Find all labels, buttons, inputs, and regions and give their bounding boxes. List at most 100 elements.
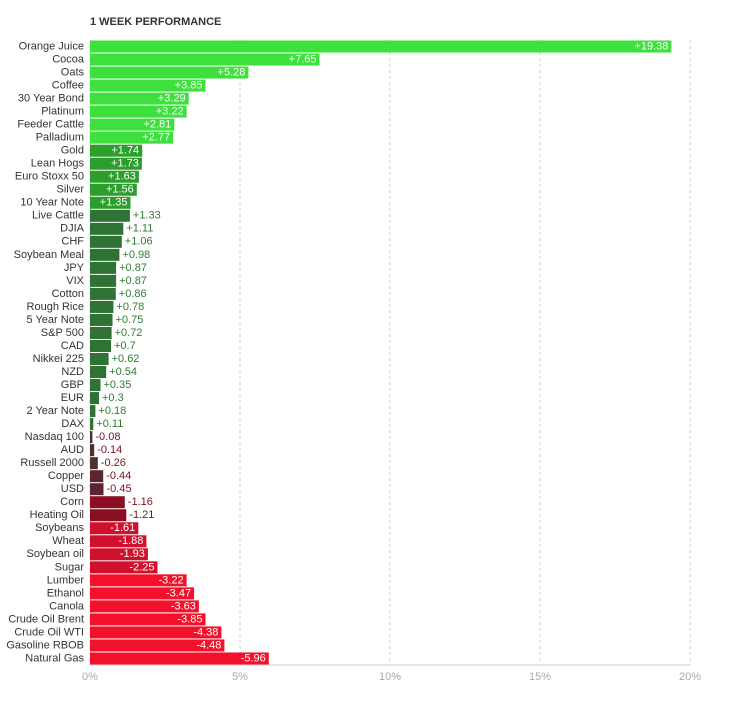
y-tick-label: GBP	[61, 379, 84, 391]
y-tick-label: Platinum	[41, 106, 84, 118]
y-tick-label: Cotton	[52, 288, 84, 300]
value-label: -1.88	[118, 535, 143, 547]
bar	[90, 105, 187, 118]
y-tick-label: Canola	[49, 600, 85, 612]
y-tick-label: 5 Year Note	[27, 314, 85, 326]
bar	[90, 144, 143, 157]
y-tick-label: NZD	[61, 366, 84, 378]
value-label: +3.22	[156, 106, 184, 118]
y-tick-label: 30 Year Bond	[18, 93, 84, 105]
x-tick-label: 20%	[679, 671, 701, 683]
value-label: -3.22	[159, 574, 184, 586]
y-tick-label: Crude Oil WTI	[14, 626, 84, 638]
bar	[90, 170, 139, 183]
bar	[90, 444, 95, 457]
y-tick-label: Soybean Meal	[14, 249, 84, 261]
bar	[90, 366, 107, 379]
value-label: -0.26	[101, 457, 126, 469]
bar	[90, 353, 109, 366]
y-tick-label: VIX	[66, 275, 84, 287]
y-tick-label: Heating Oil	[30, 509, 84, 521]
value-label: +0.78	[116, 301, 144, 313]
bar	[90, 196, 131, 209]
bar	[90, 131, 174, 144]
bar	[90, 470, 104, 483]
value-label: +1.73	[111, 158, 139, 170]
bar	[90, 66, 249, 79]
value-label: +3.29	[158, 93, 186, 105]
bar	[90, 92, 189, 105]
y-tick-label: Rough Rice	[27, 301, 84, 313]
value-label: -0.08	[95, 431, 120, 443]
bar	[90, 652, 269, 665]
y-tick-label: CHF	[61, 236, 84, 248]
bar	[90, 600, 199, 613]
y-tick-label: Gold	[61, 145, 84, 157]
x-tick-label: 10%	[379, 671, 401, 683]
value-label: +1.56	[106, 184, 134, 196]
x-tick-label: 0%	[82, 671, 98, 683]
bar	[90, 392, 99, 405]
y-tick-label: S&P 500	[41, 327, 84, 339]
y-tick-label: CAD	[61, 340, 84, 352]
value-label: -4.48	[196, 639, 221, 651]
y-tick-label: Corn	[60, 496, 84, 508]
bar	[90, 587, 195, 600]
value-label: +0.86	[119, 288, 147, 300]
bar	[90, 496, 125, 509]
bar	[90, 53, 320, 66]
y-tick-label: Oats	[61, 66, 85, 78]
y-tick-label: 2 Year Note	[27, 405, 85, 417]
value-label: +1.35	[100, 197, 128, 209]
value-label: -1.61	[110, 522, 135, 534]
y-tick-label: Wheat	[52, 535, 84, 547]
value-label: +0.62	[112, 353, 140, 365]
value-label: +0.54	[109, 366, 137, 378]
bar	[90, 118, 175, 131]
value-label: +19.38	[634, 40, 668, 52]
y-tick-label: DJIA	[60, 223, 85, 235]
value-label: +0.98	[122, 249, 150, 261]
value-label: +1.11	[126, 223, 153, 235]
bar	[90, 574, 187, 587]
y-tick-label: Orange Juice	[19, 40, 84, 52]
value-label: -2.25	[129, 561, 154, 573]
y-tick-label: Ethanol	[47, 587, 84, 599]
bar	[90, 535, 147, 548]
value-label: -0.14	[97, 444, 122, 456]
bar	[90, 339, 111, 352]
value-label: +7.65	[289, 53, 317, 65]
y-tick-label: Gasoline RBOB	[6, 639, 84, 651]
bar	[90, 561, 158, 574]
y-tick-label: Silver	[56, 184, 84, 196]
value-label: +1.33	[133, 210, 161, 222]
value-label: -5.96	[241, 652, 266, 664]
y-tick-label: Nikkei 225	[33, 353, 84, 365]
bar	[90, 509, 127, 522]
y-tick-label: 10 Year Note	[20, 197, 84, 209]
value-label: +0.3	[102, 392, 124, 404]
value-label: +2.77	[142, 132, 170, 144]
value-label: +2.81	[143, 119, 171, 131]
bar	[90, 274, 117, 287]
bar	[90, 326, 112, 339]
value-label: +1.74	[111, 145, 139, 157]
bar	[90, 548, 148, 561]
y-tick-label: Coffee	[52, 79, 84, 91]
value-label: +3.85	[175, 79, 203, 91]
bar	[90, 157, 142, 170]
y-tick-label: Palladium	[36, 132, 84, 144]
bar	[90, 418, 94, 431]
value-label: -3.63	[171, 600, 196, 612]
bar	[90, 626, 222, 639]
bar	[90, 287, 116, 300]
value-label: -3.85	[177, 613, 202, 625]
value-label: -1.21	[129, 509, 154, 521]
y-tick-label: Crude Oil Brent	[8, 613, 84, 625]
y-tick-label: Russell 2000	[20, 457, 84, 469]
value-label: +0.7	[114, 340, 136, 352]
y-tick-label: EUR	[61, 392, 84, 404]
value-label: -0.44	[106, 470, 131, 482]
bar	[90, 613, 206, 626]
